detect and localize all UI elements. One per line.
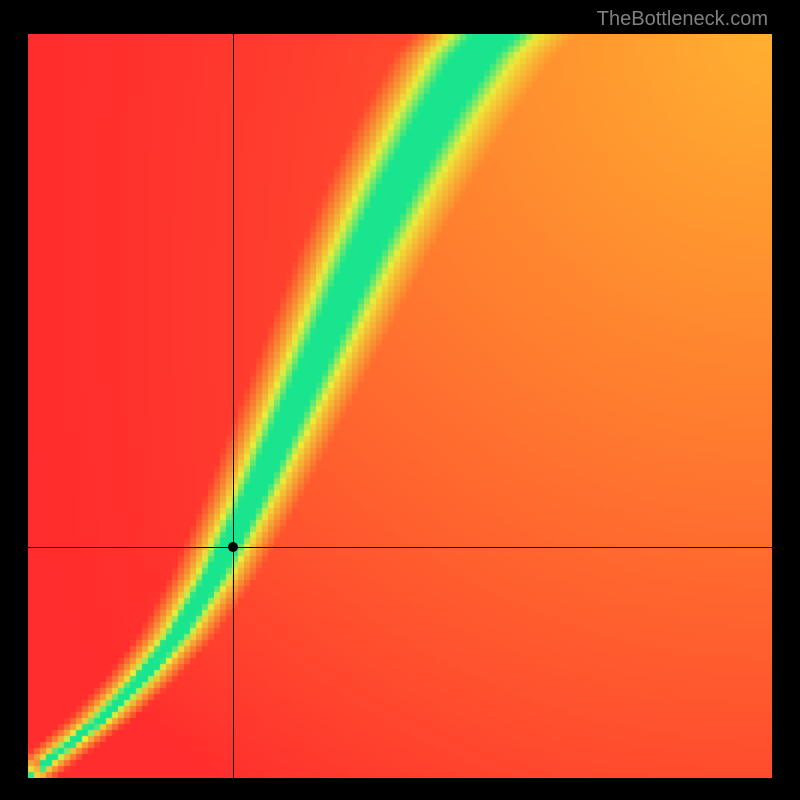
crosshair-vertical <box>233 34 234 778</box>
heatmap-plot <box>28 34 772 778</box>
watermark-text: TheBottleneck.com <box>597 8 768 31</box>
chart-container: TheBottleneck.com <box>0 0 800 800</box>
heatmap-canvas <box>28 34 772 778</box>
crosshair-marker <box>228 542 238 552</box>
crosshair-horizontal <box>28 547 772 548</box>
